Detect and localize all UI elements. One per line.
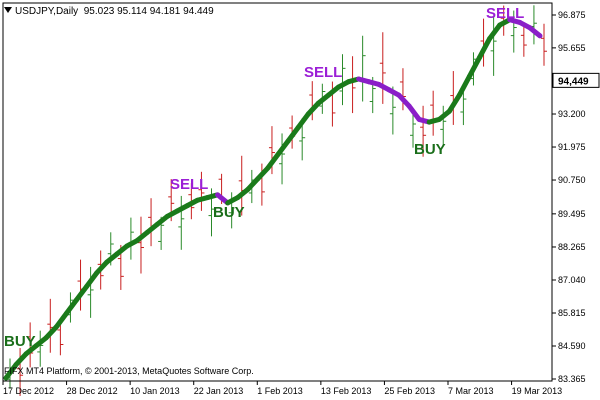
time-tick-label: 1 Feb 2013 xyxy=(257,386,303,396)
signal-label: BUY xyxy=(213,204,245,221)
ohlc-bar xyxy=(178,195,185,250)
ohlc-bar xyxy=(440,105,447,145)
time-tick-label: 22 Jan 2013 xyxy=(194,386,244,396)
ohlc-bar xyxy=(127,217,134,260)
time-tick-label: 7 Mar 2013 xyxy=(448,386,494,396)
ohlc-bar xyxy=(430,90,437,136)
triangle-down-icon xyxy=(4,7,12,13)
copyright-text: FIFX MT4 Platform, © 2001-2013, MetaQuot… xyxy=(4,366,254,376)
ohlc-bar xyxy=(359,35,366,102)
ohlc-bar xyxy=(47,298,54,353)
ohlc-values: 95.023 95.114 94.181 94.449 xyxy=(83,6,214,17)
ohlc-bar xyxy=(541,23,547,66)
time-tick-label: 28 Dec 2012 xyxy=(67,386,118,396)
trend-segment xyxy=(265,151,281,171)
ohlc-bar xyxy=(77,259,84,311)
trend-segment xyxy=(466,54,483,79)
price-tick-label: 95.655 xyxy=(558,43,586,53)
price-tick-label: 93.200 xyxy=(558,109,586,119)
signal-label: BUY xyxy=(4,333,36,350)
ohlc-bar xyxy=(87,266,94,318)
price-tick-label: 87.040 xyxy=(558,275,586,285)
ohlc-bar xyxy=(490,16,497,76)
price-tick-label: 85.815 xyxy=(558,308,586,318)
trend-segment xyxy=(3,362,19,381)
ohlc-bar xyxy=(339,54,346,106)
ohlc-bar xyxy=(510,10,517,53)
trend-segment xyxy=(275,138,291,157)
price-tick-label: 89.495 xyxy=(558,209,586,219)
price-tick-label: 83.365 xyxy=(558,374,586,384)
ohlc-bar xyxy=(137,216,144,274)
signal-label: BUY xyxy=(414,141,446,158)
plot-frame xyxy=(2,2,553,382)
trend-segment xyxy=(487,22,503,42)
ohlc-bar xyxy=(17,348,24,396)
trend-segment xyxy=(527,25,543,39)
trend-segment xyxy=(63,297,80,316)
signal-label: SELL xyxy=(304,64,343,81)
ohlc-bar xyxy=(379,32,386,104)
time-tick-label: 19 Mar 2013 xyxy=(512,386,563,396)
trend-segment xyxy=(477,36,493,60)
time-tick-label: 10 Jan 2013 xyxy=(130,386,180,396)
ohlc-bar xyxy=(349,56,356,114)
ohlc-bar xyxy=(530,5,537,45)
price-tick-label: 91.975 xyxy=(558,142,586,152)
ohlc-bar xyxy=(410,111,417,148)
ohlc-bar xyxy=(520,23,527,57)
ohlc-bar xyxy=(198,171,205,211)
symbol-label: USDJPY,Daily xyxy=(15,6,79,17)
price-tick-label: 84.590 xyxy=(558,341,586,351)
time-tick-label: 13 Feb 2013 xyxy=(321,386,372,396)
current-price-box xyxy=(552,72,600,88)
signal-label: SELL xyxy=(170,176,209,193)
ohlc-bar xyxy=(420,105,427,157)
price-tick-label: 96.875 xyxy=(558,10,586,20)
ohlc-bar xyxy=(279,133,286,185)
trend-segment xyxy=(74,283,90,303)
ohlc-bar xyxy=(37,330,44,367)
time-tick-label: 17 Dec 2012 xyxy=(3,386,54,396)
trend-segment xyxy=(84,270,100,289)
price-tick-label: 90.750 xyxy=(558,175,586,185)
trend-segment xyxy=(53,310,69,330)
trend-segment xyxy=(446,92,462,114)
time-tick-label: 25 Feb 2013 xyxy=(384,386,435,396)
trend-segment xyxy=(285,124,301,144)
symbol-header: USDJPY,Daily 95.023 95.114 94.181 94.449 xyxy=(4,6,214,17)
signal-label: SELL xyxy=(486,5,525,22)
current-price-label: 94,449 xyxy=(558,76,589,87)
trend-segment xyxy=(406,103,422,122)
trend-segment xyxy=(456,73,472,98)
trend-segment xyxy=(295,111,311,130)
price-tick-label: 88.265 xyxy=(558,242,586,252)
ohlc-bar xyxy=(148,198,155,247)
